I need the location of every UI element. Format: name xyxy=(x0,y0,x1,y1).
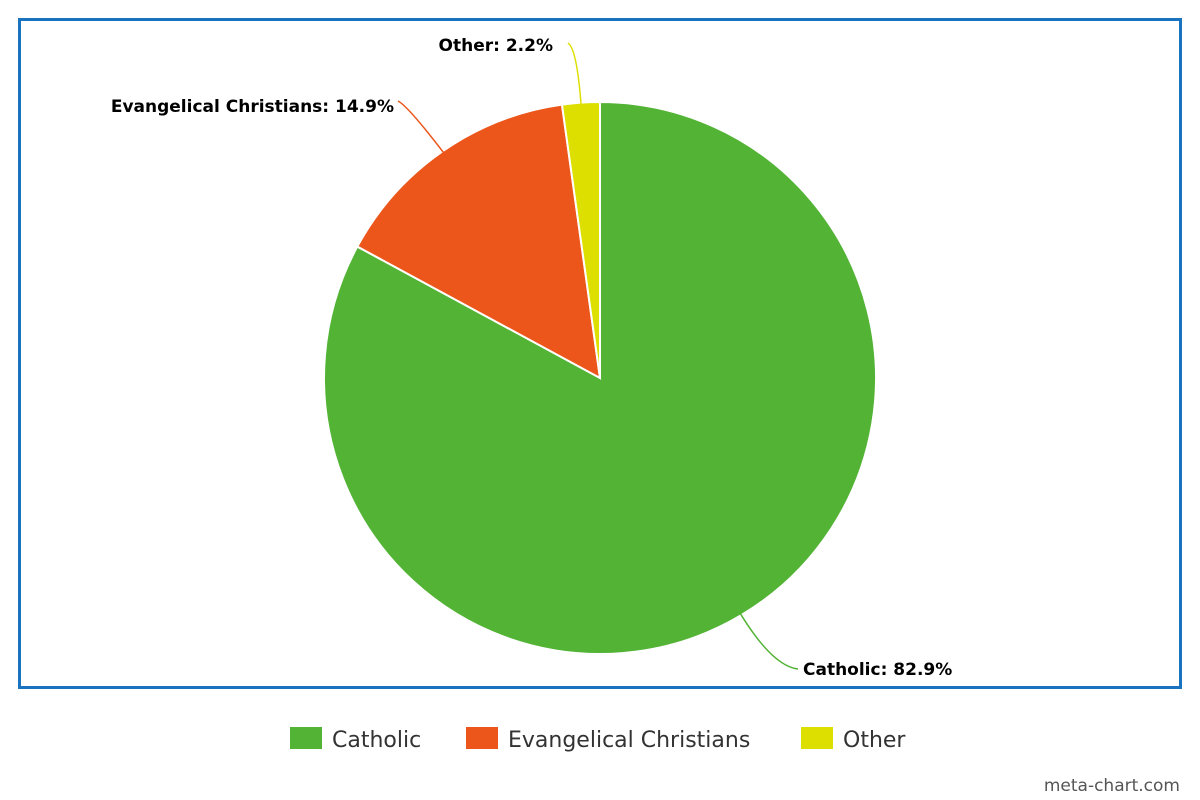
connector-evangelical xyxy=(397,100,446,155)
label-evangelical: Evangelical Christians: 14.9% xyxy=(111,97,394,117)
legend-swatch-evangelical[interactable] xyxy=(466,727,498,749)
connector-catholic xyxy=(738,611,799,670)
legend-label-evangelical[interactable]: Evangelical Christians xyxy=(508,728,750,753)
legend-label-other[interactable]: Other xyxy=(843,728,906,753)
legend: Catholic Evangelical Christians Other xyxy=(290,727,906,753)
label-connectors xyxy=(397,42,799,670)
legend-label-catholic[interactable]: Catholic xyxy=(332,728,421,753)
legend-swatch-catholic[interactable] xyxy=(290,727,322,749)
legend-swatch-other[interactable] xyxy=(801,727,833,749)
credit-text: meta-chart.com xyxy=(1044,776,1180,796)
connector-other xyxy=(567,42,582,107)
slice-labels: Catholic: 82.9% Evangelical Christians: 1… xyxy=(111,36,952,680)
pie-slices xyxy=(323,100,877,655)
label-other: Other: 2.2% xyxy=(439,36,553,56)
label-catholic: Catholic: 82.9% xyxy=(803,660,952,680)
